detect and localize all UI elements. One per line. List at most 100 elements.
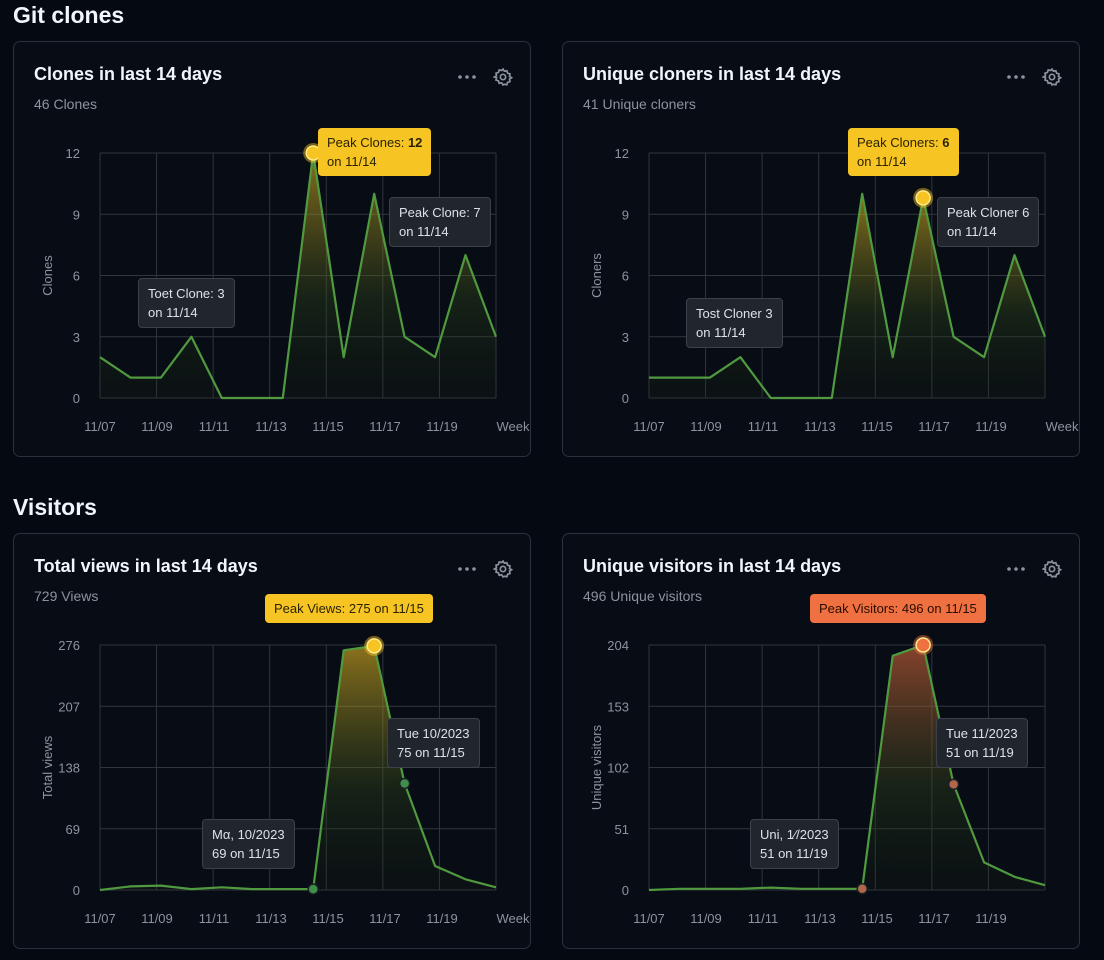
y-axis-label: Total views xyxy=(40,735,55,799)
chart-subtitle: 41 Unique cloners xyxy=(583,96,696,112)
tooltip-text: Tue 11/2023 xyxy=(946,726,1018,741)
y-tick-label: 138 xyxy=(58,761,80,776)
tooltip-line: 69 on 11/15 xyxy=(212,844,285,863)
tooltip-text: on 11/14 xyxy=(327,154,377,169)
more-horizontal-icon[interactable] xyxy=(456,558,478,580)
card-actions xyxy=(456,558,514,580)
x-tick-label: 11/07 xyxy=(84,419,116,434)
tooltip-line: on 11/14 xyxy=(148,303,225,322)
y-tick-label: 6 xyxy=(73,269,80,284)
x-tick-label: Week xyxy=(1046,419,1079,434)
x-tick-label: 11/15 xyxy=(312,911,344,926)
tooltip-text: on 11/14 xyxy=(857,154,907,169)
tooltip-line: Peak Views: 275 on 11/15 xyxy=(274,599,424,618)
series-line xyxy=(99,644,497,892)
chart-title: Total views in last 14 days xyxy=(34,556,258,576)
tooltip-line: on 11/14 xyxy=(327,152,422,171)
tooltip: Tue 11/2023 51 on 11/19 xyxy=(936,718,1028,768)
chart-subtitle: 46 Clones xyxy=(34,96,98,112)
tooltip-line: 51 on 11/19 xyxy=(946,743,1018,762)
tooltip-text: Peak Views: 275 on 11/15 xyxy=(274,601,424,616)
tooltip-text: 51 on 11/19 xyxy=(946,745,1014,760)
x-tick-label: 11/17 xyxy=(918,911,950,926)
chart-card-views: Total views in last 14 days 729 Views 0 69 1… xyxy=(13,533,531,949)
x-tick-label: 11/17 xyxy=(369,419,401,434)
y-axis-label: Unique visitors xyxy=(589,724,604,810)
peak-marker xyxy=(366,638,382,654)
tooltip-line: Toet Clone: 3 xyxy=(148,284,225,303)
gear-icon[interactable] xyxy=(1041,558,1063,580)
tooltip-text: on 11/14 xyxy=(696,325,746,340)
highlight-marker xyxy=(398,777,411,790)
series-area xyxy=(100,645,496,890)
tooltip-text: Uni, 1⁄/2023 xyxy=(760,827,829,842)
x-tick-label: 11/11 xyxy=(199,911,230,926)
y-tick-label: 51 xyxy=(615,822,629,837)
tooltip-text: on 11/14 xyxy=(148,305,198,320)
chart-card-cloners: Unique cloners in last 14 days 41 Unique … xyxy=(562,41,1080,457)
tooltip: Peak Clone: 7 on 11/14 xyxy=(389,197,491,247)
x-tick-label: 11/13 xyxy=(804,419,836,434)
gear-icon[interactable] xyxy=(492,558,514,580)
tooltip-text: 51 on 11/19 xyxy=(760,846,828,861)
y-axis-label: Cloners xyxy=(589,253,604,298)
x-tick-label: 11/07 xyxy=(633,419,665,434)
tooltip-text: 75 on 11/15 xyxy=(397,745,465,760)
y-tick-label: 6 xyxy=(622,269,629,284)
chart-svg: 0 69 138 207 276 11/07 11/09 11/11 11/13 11/15 11/… xyxy=(40,635,530,926)
gear-icon[interactable] xyxy=(492,66,514,88)
chart-title: Unique visitors in last 14 days xyxy=(583,556,842,576)
x-tick-label: 11/13 xyxy=(255,419,287,434)
y-tick-label: 0 xyxy=(622,883,629,898)
x-tick-label: 11/11 xyxy=(199,419,230,434)
tooltip-line: Peak Visitors: 496 on 11/15 xyxy=(819,599,977,618)
y-tick-label: 102 xyxy=(607,761,629,776)
tooltip-text: 69 on 11/15 xyxy=(212,846,280,861)
peak-tooltip: Peak Cloners: 6 on 11/14 xyxy=(848,128,959,176)
section-title-visitors: Visitors xyxy=(13,494,97,520)
tooltip-text: Peak Clone: 7 xyxy=(399,205,481,220)
x-tick-label: 11/07 xyxy=(633,911,665,926)
x-tick-label: 11/19 xyxy=(975,419,1007,434)
tooltip-line: 51 on 11/19 xyxy=(760,844,829,863)
y-tick-label: 9 xyxy=(73,207,80,222)
more-horizontal-icon[interactable] xyxy=(1005,66,1027,88)
x-tick-label: 11/09 xyxy=(141,911,173,926)
tooltip-line: on 11/14 xyxy=(696,323,773,342)
x-tick-label: 11/09 xyxy=(690,911,722,926)
y-tick-label: 9 xyxy=(622,207,629,222)
x-tick-label: 11/17 xyxy=(918,419,950,434)
x-tick-label: 11/13 xyxy=(804,911,836,926)
y-tick-label: 153 xyxy=(607,699,629,714)
series-area xyxy=(649,645,1045,890)
tooltip-line: on 11/14 xyxy=(399,222,481,241)
chart-subtitle: 729 Views xyxy=(34,588,99,604)
tooltip-line: 75 on 11/15 xyxy=(397,743,470,762)
x-tick-label: Week xyxy=(497,419,530,434)
x-tick-label: 11/15 xyxy=(861,419,893,434)
x-tick-label: 11/09 xyxy=(690,419,722,434)
x-tick-label: 11/11 xyxy=(748,911,779,926)
chart-title: Unique cloners in last 14 days xyxy=(583,64,842,84)
peak-marker xyxy=(915,637,931,653)
tooltip-value: 12 xyxy=(407,135,423,150)
chart-svg: 0 3 6 9 12 11/07 11/09 11/11 11/13 11/15 11/17 11/1… xyxy=(589,146,1079,434)
peak-marker xyxy=(915,190,931,206)
tooltip-text: on 11/14 xyxy=(399,224,449,239)
y-tick-label: 0 xyxy=(622,391,629,406)
tooltip-text: Peak Cloner 6 xyxy=(947,205,1030,220)
x-tick-label: 11/17 xyxy=(369,911,401,926)
x-tick-label: Week xyxy=(497,911,530,926)
gear-icon[interactable] xyxy=(1041,66,1063,88)
tooltip-line: Peak Cloners: 6 xyxy=(857,133,950,152)
x-tick-label: 11/19 xyxy=(426,911,458,926)
y-tick-label: 276 xyxy=(58,638,80,653)
more-horizontal-icon[interactable] xyxy=(456,66,478,88)
y-tick-label: 207 xyxy=(58,699,80,714)
series-line xyxy=(648,643,1046,892)
y-tick-label: 204 xyxy=(607,638,629,653)
tooltip-line: Tost Cloner 3 xyxy=(696,304,773,323)
series-line xyxy=(99,151,498,400)
more-horizontal-icon[interactable] xyxy=(1005,558,1027,580)
tooltip-line: Mα, 10/2023 xyxy=(212,825,285,844)
